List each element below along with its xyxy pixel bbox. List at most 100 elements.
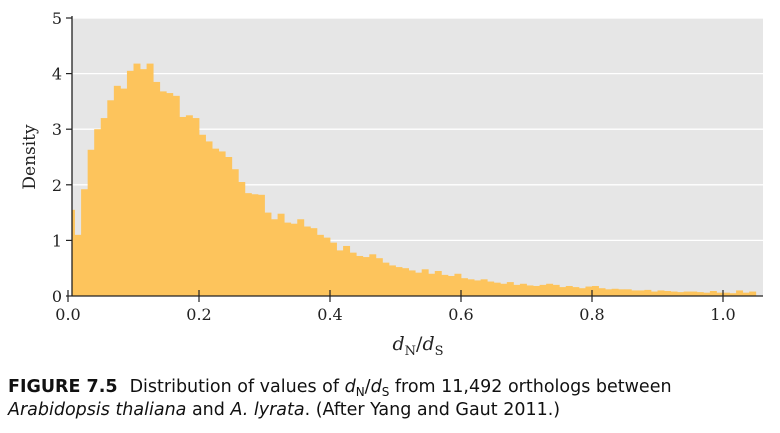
tick-labels: 0 1 2 3 4 5 0.0 0.2 0.4 0.6 0.8 1.0 [52, 9, 736, 324]
histogram-bar [709, 290, 717, 296]
histogram-bar [225, 157, 233, 296]
histogram-bar [454, 273, 462, 296]
histogram-bar [480, 279, 488, 296]
histogram-bar [421, 269, 429, 296]
histogram-bar [310, 228, 318, 296]
caption-sub-b: S [381, 385, 390, 399]
histogram-bar [533, 285, 540, 296]
x-axis-title-sub-a: N [405, 344, 416, 359]
histogram-bar [244, 193, 252, 296]
histogram-bar [572, 287, 580, 296]
histogram-bar [402, 268, 409, 296]
histogram-bar [742, 292, 750, 296]
caption-slash: / [364, 377, 371, 397]
histogram-bar [519, 283, 527, 296]
histogram-bar [578, 288, 586, 296]
histogram-bar [605, 289, 613, 296]
histogram-bar [87, 149, 95, 296]
histogram-bar [94, 129, 102, 296]
histogram-bar [133, 63, 141, 297]
histogram-bar [74, 234, 82, 296]
histogram-bar [585, 286, 593, 296]
histogram-bar [349, 252, 357, 296]
y-tick-label: 1 [52, 231, 62, 250]
histogram-bar [624, 289, 632, 296]
histogram-bar [297, 219, 305, 296]
histogram-bar [644, 289, 652, 296]
histogram-bar [749, 291, 757, 296]
histogram-bar [690, 291, 698, 296]
histogram-bar [683, 291, 691, 296]
histogram-bar [179, 116, 187, 296]
histogram-bar [257, 194, 265, 296]
histogram-bar [199, 134, 206, 296]
histogram-bar [172, 95, 180, 296]
histogram-bar [637, 290, 645, 296]
y-tick-label: 4 [52, 65, 62, 84]
y-tick-label: 0 [52, 287, 62, 306]
histogram-bar [736, 290, 744, 296]
histogram-bar [120, 88, 128, 296]
y-axis-title: Density [20, 124, 40, 190]
histogram-bar [395, 267, 403, 296]
axes [66, 16, 763, 302]
x-tick-label: 0.6 [448, 305, 473, 324]
histogram-bar [696, 292, 704, 296]
histogram-bar [565, 285, 573, 296]
caption-text-before: Distribution of values of [129, 377, 345, 397]
histogram-bar [192, 118, 200, 296]
histogram-bar [441, 274, 449, 296]
x-axis-title: dN/dS [392, 333, 443, 359]
x-axis-title-slash: / [416, 333, 423, 355]
histogram-bar [100, 118, 108, 296]
histogram-bar [330, 242, 337, 296]
histogram-bar [185, 115, 193, 296]
histogram-bar [546, 283, 554, 296]
histogram-bar [657, 290, 665, 296]
y-tick-label: 2 [52, 176, 62, 195]
histogram-bars [72, 63, 757, 297]
x-axis-title-var-a: d [392, 333, 404, 355]
x-axis-title-var-b: d [422, 333, 434, 355]
caption-species-a: Arabidopsis thaliana [8, 400, 187, 420]
histogram-bar [513, 284, 521, 296]
histogram-bar [415, 272, 423, 296]
histogram-bar [506, 282, 514, 296]
histogram-bar [205, 141, 213, 296]
histogram-bar [362, 257, 370, 296]
histogram-bar [264, 212, 272, 296]
histogram-bar [447, 275, 455, 296]
histogram-bar [369, 254, 377, 296]
histogram-bar [493, 282, 501, 296]
histogram-bar [356, 255, 364, 296]
histogram-bar [723, 292, 730, 296]
histogram-bar [428, 273, 436, 296]
caption-and: and [186, 400, 231, 420]
histogram-bar [729, 293, 737, 296]
histogram-bar [277, 213, 285, 296]
histogram-bar [238, 182, 246, 296]
histogram-bar [592, 285, 599, 296]
histogram-bar [81, 189, 89, 296]
histogram-bar [598, 288, 606, 296]
histogram-bar [316, 234, 324, 296]
histogram-bar [212, 148, 220, 296]
histogram-bar [408, 270, 416, 296]
caption-text-mid: from 11,492 orthologs between [389, 377, 672, 397]
x-axis-title-sub-b: S [435, 344, 444, 359]
x-tick-label: 0.0 [55, 305, 80, 324]
histogram-bar [677, 292, 685, 296]
y-tick-label: 5 [52, 9, 62, 28]
histogram-bar [526, 285, 534, 296]
histogram-bar [388, 265, 396, 296]
histogram-bar [552, 284, 560, 296]
histogram-bar [539, 284, 547, 296]
histogram-bar [375, 258, 383, 296]
histogram-bar [631, 290, 639, 296]
histogram-bar [146, 63, 154, 297]
histogram-bar [650, 291, 658, 296]
caption-var-b: d [370, 377, 382, 397]
histogram-bar [107, 100, 115, 297]
histogram-bar [343, 245, 351, 296]
